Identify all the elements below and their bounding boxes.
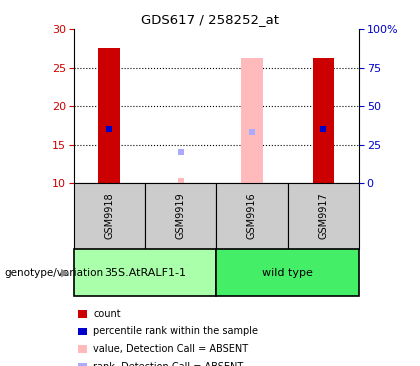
Text: GSM9916: GSM9916 [247, 193, 257, 239]
Text: rank, Detection Call = ABSENT: rank, Detection Call = ABSENT [93, 362, 244, 366]
Bar [98, 49, 120, 183]
Text: GDS617 / 258252_at: GDS617 / 258252_at [141, 13, 279, 26]
Text: 35S.AtRALF1-1: 35S.AtRALF1-1 [104, 268, 186, 278]
Text: wild type: wild type [262, 268, 313, 278]
Text: value, Detection Call = ABSENT: value, Detection Call = ABSENT [93, 344, 248, 354]
Bar [241, 58, 263, 183]
Bar [216, 183, 288, 249]
Bar [74, 183, 145, 249]
Text: count: count [93, 309, 121, 319]
Bar [288, 183, 359, 249]
Text: GSM9918: GSM9918 [104, 193, 114, 239]
Text: percentile rank within the sample: percentile rank within the sample [93, 326, 258, 336]
Text: GSM9917: GSM9917 [318, 193, 328, 239]
Bar [216, 249, 359, 296]
Text: ▶: ▶ [61, 268, 69, 278]
Bar [312, 58, 334, 183]
Bar [74, 249, 216, 296]
Text: genotype/variation: genotype/variation [4, 268, 103, 278]
Bar [145, 183, 216, 249]
Text: GSM9919: GSM9919 [176, 193, 186, 239]
